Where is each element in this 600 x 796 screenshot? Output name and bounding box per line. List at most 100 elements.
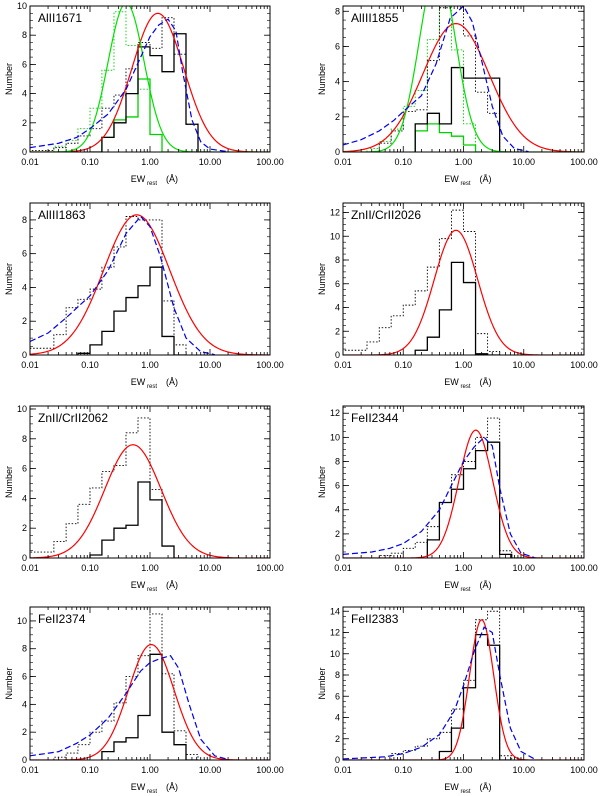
x-tick-label: 0.01 <box>21 765 39 775</box>
y-tick-label: 8 <box>335 456 340 466</box>
y-tick-label: 4 <box>22 282 27 292</box>
hist-black-solid <box>77 266 186 355</box>
x-axis-unit: (Å) <box>166 580 178 590</box>
fit-curve-blue <box>343 436 535 558</box>
panel-2: 0.01 0.10 1.00 10.00 100.00 0 2 4 6 8 AlIII1855 EW r… <box>317 5 598 187</box>
hist-green-dotted <box>366 6 488 152</box>
y-tick-label: 2 <box>335 326 340 336</box>
hist-black-solid <box>89 481 186 558</box>
x-axis-title: EW <box>131 782 146 792</box>
x-tick-label: 0.10 <box>81 765 99 775</box>
x-tick-label: 100.00 <box>256 157 284 167</box>
y-tick-label: 10 <box>17 1 27 11</box>
x-tick-label: 10.00 <box>199 563 222 573</box>
panel-title: AlIII1863 <box>38 208 86 222</box>
x-tick-label: 0.01 <box>334 360 352 370</box>
y-tick-label: 2 <box>22 316 27 326</box>
x-axis-title: EW <box>444 782 459 792</box>
fit-curve-red <box>343 429 584 558</box>
plot-area <box>30 613 270 760</box>
x-tick-label: 0.01 <box>21 157 39 167</box>
x-tick-label: 100.00 <box>256 765 284 775</box>
hist-black-solid <box>101 653 199 760</box>
x-tick-label: 0.10 <box>81 157 99 167</box>
y-axis-title: Number <box>317 63 327 95</box>
fit-curve-green <box>30 6 270 152</box>
y-tick-label: 2 <box>335 529 340 539</box>
x-tick-label: 1.00 <box>455 157 473 167</box>
hist-black-solid <box>90 33 210 152</box>
panel-7: 0.01 0.10 1.00 10.00 100.00 0 2 4 6 8 10 FeII2374 EW… <box>4 606 284 795</box>
panel-6: 0.01 0.10 1.00 10.00 100.00 0 2 4 6 8 10 12 FeII2344… <box>317 405 598 593</box>
x-tick-label: 0.01 <box>334 563 352 573</box>
x-tick-label: 0.01 <box>21 563 39 573</box>
x-tick-label: 100.00 <box>570 563 598 573</box>
panel-8: 0.01 0.10 1.00 10.00 100.00 0 2 4 6 8 10 12 14 FeII23… <box>317 606 598 795</box>
x-axis-title: EW <box>444 580 459 590</box>
y-tick-label: 4 <box>335 303 340 313</box>
y-tick-label: 6 <box>22 464 27 474</box>
y-tick-label: 0 <box>335 755 340 765</box>
y-tick-label: 6 <box>335 481 340 491</box>
panel-3: 0.01 0.10 1.00 10.00 100.00 0 2 4 6 8 AlIII1863 EW r… <box>4 202 284 390</box>
hist-black-dotted <box>390 610 524 760</box>
x-axis-unit: (Å) <box>166 174 178 184</box>
y-tick-label: 12 <box>330 628 340 638</box>
y-axis-title: Number <box>4 263 14 295</box>
x-axis-subscript: rest <box>461 384 471 390</box>
y-tick-label: 4 <box>335 713 340 723</box>
x-tick-label: 1.00 <box>141 360 159 370</box>
x-axis-title: EW <box>444 377 459 387</box>
x-tick-label: 1.00 <box>141 563 159 573</box>
x-tick-label: 10.00 <box>199 157 222 167</box>
fit-curve-red <box>343 229 584 355</box>
x-tick-label: 100.00 <box>570 157 598 167</box>
y-tick-label: 0 <box>335 350 340 360</box>
x-tick-label: 1.00 <box>455 563 473 573</box>
fit-curve-red <box>343 22 584 152</box>
y-tick-label: 4 <box>22 699 27 709</box>
x-axis-title: EW <box>131 377 146 387</box>
x-tick-label: 0.10 <box>394 157 412 167</box>
plot-area <box>30 6 270 152</box>
x-tick-label: 100.00 <box>256 563 284 573</box>
x-tick-label: 0.01 <box>334 157 352 167</box>
y-tick-label: 10 <box>330 231 340 241</box>
panel-title: ZnII/CrII2026 <box>351 208 421 222</box>
x-tick-label: 10.00 <box>199 360 222 370</box>
panel-4: 0.01 0.10 1.00 10.00 100.00 0 2 4 6 8 10 12 ZnII/CrI… <box>317 202 598 390</box>
y-axis-title: Number <box>4 466 14 498</box>
x-axis-subscript: rest <box>147 181 157 187</box>
x-tick-label: 100.00 <box>570 360 598 370</box>
x-axis-subscript: rest <box>147 789 157 795</box>
x-axis-subscript: rest <box>461 789 471 795</box>
y-tick-label: 2 <box>22 523 27 533</box>
x-tick-label: 1.00 <box>141 765 159 775</box>
hist-black-solid <box>426 441 524 558</box>
y-tick-label: 12 <box>330 408 340 418</box>
x-tick-label: 10.00 <box>512 360 535 370</box>
y-tick-label: 8 <box>22 30 27 40</box>
hist-black-dotted <box>30 17 210 152</box>
panel-title: ZnII/CrII2062 <box>38 411 108 425</box>
y-tick-label: 12 <box>330 208 340 218</box>
x-axis-unit: (Å) <box>166 377 178 387</box>
x-axis-unit: (Å) <box>166 782 178 792</box>
x-axis-subscript: rest <box>147 384 157 390</box>
x-tick-label: 0.10 <box>81 563 99 573</box>
y-tick-label: 8 <box>335 6 340 16</box>
x-axis-unit: (Å) <box>480 174 492 184</box>
fit-curve-blue <box>30 654 229 760</box>
hist-black-solid <box>414 261 500 355</box>
y-tick-label: 2 <box>22 727 27 737</box>
y-tick-label: 10 <box>330 649 340 659</box>
fit-curve-green <box>343 6 584 152</box>
y-tick-label: 4 <box>335 77 340 87</box>
y-tick-label: 8 <box>22 644 27 654</box>
hist-black-dotted <box>53 613 210 760</box>
x-axis-unit: (Å) <box>480 782 492 792</box>
y-axis-title: Number <box>317 667 327 699</box>
y-tick-label: 4 <box>335 505 340 515</box>
x-axis-title: EW <box>131 174 146 184</box>
y-tick-label: 0 <box>22 147 27 157</box>
